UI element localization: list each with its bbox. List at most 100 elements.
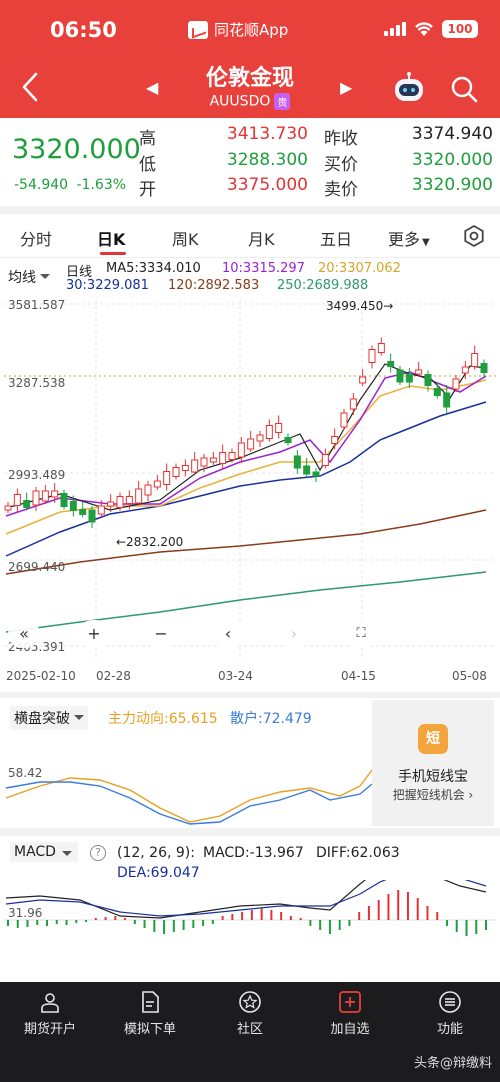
nav-label: 社区 [236, 1022, 263, 1037]
divider [0, 692, 500, 698]
promo-subtitle: 把握短线机会 › [392, 788, 474, 802]
candle-body [405, 373, 413, 383]
candle-body [284, 437, 292, 443]
instrument-code: AUUSDO 贵 [0, 93, 500, 110]
back-icon[interactable] [18, 70, 44, 104]
open-label: 开 [139, 180, 156, 200]
candle-body [340, 412, 348, 428]
candle-body [377, 343, 385, 353]
x-tick-label: 05-08 [452, 669, 487, 683]
candle-body [4, 505, 12, 511]
ma20-line [5, 379, 487, 535]
candle-body [387, 361, 395, 367]
status-app-indicator[interactable]: 同花顺App [188, 19, 288, 40]
divider [0, 206, 500, 214]
tab-weekly-k[interactable]: 周K [172, 230, 199, 249]
candle-body [32, 490, 40, 506]
robot-assistant-icon[interactable] [392, 72, 426, 104]
watermark: 头条@辩缴料 [413, 1056, 492, 1071]
candle-body [256, 434, 264, 442]
nav-label: 加自选 [330, 1022, 370, 1037]
macd-chart [4, 880, 496, 936]
next-instrument-button[interactable]: ▶ [340, 78, 353, 97]
candle-body [228, 452, 236, 460]
indicator-select-macd[interactable]: MACD [10, 842, 78, 862]
candle-body [125, 496, 133, 504]
candle-body [237, 442, 245, 458]
candle-body [443, 392, 451, 408]
quote-panel: 3320.000 -54.940 -1.63% 高 3413.730 低 328… [0, 118, 500, 204]
candle-body [51, 490, 59, 498]
candle-body [471, 353, 479, 367]
y-tick-label: 2699.440 [8, 560, 66, 574]
scroll-right-button[interactable]: › [278, 620, 310, 648]
nav-add-watchlist[interactable]: 加自选 [300, 982, 400, 1042]
promo-title: 手机短线宝 [398, 769, 468, 785]
y-tick-label: 3287.538 [8, 376, 66, 390]
nav-functions[interactable]: 功能 [400, 982, 500, 1042]
ma20-value: 20:3307.062 [318, 261, 401, 276]
candle-body [41, 490, 49, 502]
candle-body [13, 494, 21, 506]
nav-simulated-order[interactable]: 模拟下单 [100, 982, 200, 1042]
candlestick-chart[interactable]: 3499.450→ ←2832.200 [0, 296, 500, 696]
document-icon [142, 991, 159, 1013]
ma120-line [5, 509, 487, 575]
candle-body [107, 501, 115, 507]
candle-body [349, 398, 357, 410]
candle-body [163, 471, 171, 485]
fullscreen-button[interactable]: ⛶ [345, 620, 377, 648]
help-icon[interactable]: ? [90, 845, 106, 861]
candle-body [312, 471, 320, 477]
ma30-value: 30:3229.081 [66, 278, 149, 293]
zoom-in-button[interactable]: + [78, 620, 110, 648]
macd-level-label: 31.96 [8, 906, 43, 920]
app-logo-icon [188, 20, 208, 39]
candle-body [97, 505, 105, 515]
macd-params: (12, 26, 9): [117, 845, 195, 861]
scroll-left-button[interactable]: ‹ [212, 620, 244, 648]
prev-instrument-button[interactable]: ◀ [146, 78, 159, 97]
dea-value: DEA:69.047 [117, 865, 200, 881]
candle-body [480, 363, 488, 373]
add-box-icon [339, 991, 361, 1013]
y-tick-label: 3581.587 [8, 298, 66, 312]
page-title: 伦敦金现 [205, 66, 294, 91]
candle-body [200, 457, 208, 467]
x-tick-label: 2025-02-10 [6, 669, 76, 683]
bottom-nav: 期货开户 模拟下单 社区 加自选 功能 [0, 982, 500, 1082]
nav-futures-account[interactable]: 期货开户 [0, 982, 100, 1042]
tab-more[interactable]: 更多 ▼ [388, 226, 430, 250]
zoom-out-button[interactable]: − [145, 620, 177, 648]
candle-body [79, 509, 87, 515]
candle-body [433, 388, 441, 396]
search-icon[interactable] [450, 75, 478, 103]
promo-card[interactable]: 短 手机短线宝 把握短线机会 › [372, 700, 494, 826]
indicator-select-ma[interactable]: 均线 [8, 267, 50, 287]
tab-timeshare[interactable]: 分时 [20, 230, 53, 249]
candle-body [88, 509, 96, 523]
candle-body [181, 465, 189, 471]
divider [0, 828, 500, 836]
status-icons: 100 [384, 20, 478, 38]
ma120-value: 120:2892.583 [168, 278, 260, 293]
caret-down-icon: ▼ [422, 237, 430, 248]
zoom-full-button[interactable]: « [8, 620, 40, 648]
candle-body [116, 496, 124, 508]
last-price: 3320.000 [12, 134, 141, 165]
status-app-name: 同花顺App [214, 21, 289, 39]
indicator-select-breakout[interactable]: 横盘突破 [10, 706, 88, 730]
ma250-line [5, 571, 487, 633]
period-tabs: 分时 日K 周K 月K 五日 更多 ▼ [0, 214, 500, 258]
instrument-code-text: AUUSDO [209, 93, 271, 110]
candles [4, 337, 488, 528]
breakout-indicator-chart [5, 769, 372, 825]
candle-body [461, 366, 469, 374]
candle-body [153, 480, 161, 488]
tab-monthly-k[interactable]: 月K [248, 230, 275, 249]
chart-settings-icon[interactable] [462, 224, 486, 248]
nav-community[interactable]: 社区 [200, 982, 300, 1042]
candle-body [331, 436, 339, 444]
tab-daily-k[interactable]: 日K [97, 230, 126, 249]
tab-five-day[interactable]: 五日 [320, 230, 353, 249]
